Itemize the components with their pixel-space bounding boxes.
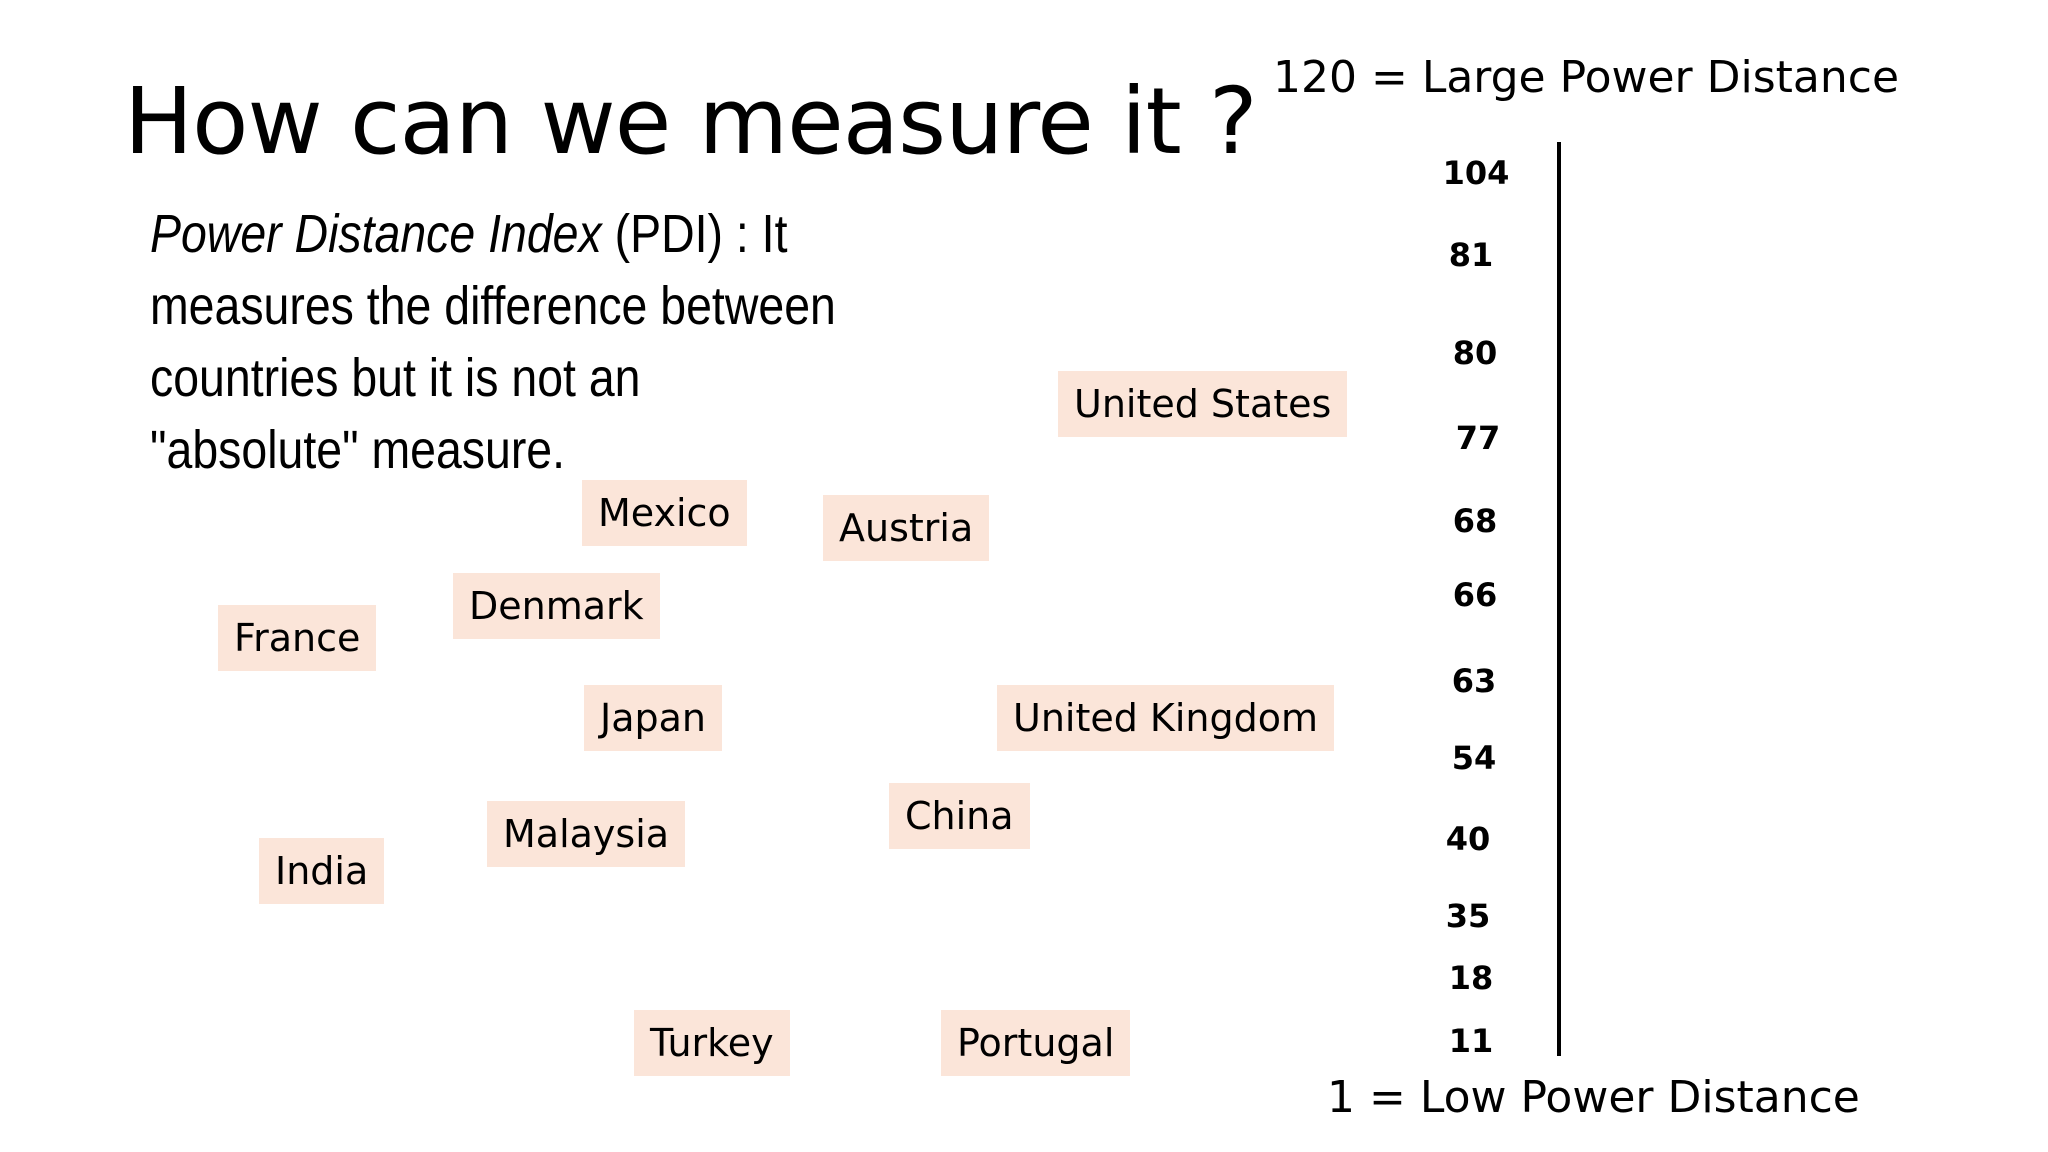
country-card-france[interactable]: France	[218, 605, 377, 671]
scale-tick: 66	[1452, 576, 1498, 614]
country-card-india[interactable]: India	[259, 838, 385, 904]
scale-top-label: 120 = Large Power Distance	[1273, 52, 1900, 103]
scale-tick: 18	[1448, 959, 1494, 997]
scale-bottom-label: 1 = Low Power Distance	[1327, 1072, 1860, 1123]
scale-tick: 80	[1452, 334, 1498, 372]
scale-tick: 77	[1455, 419, 1501, 457]
scale-tick: 35	[1445, 897, 1491, 935]
country-card-china[interactable]: China	[889, 783, 1030, 849]
slide-title: How can we measure it ?	[124, 68, 1258, 175]
country-card-japan[interactable]: Japan	[584, 685, 722, 751]
scale-tick: 11	[1448, 1022, 1494, 1060]
scale-axis-line	[1557, 142, 1561, 1056]
definition-body: (PDI) : It measures the difference betwe…	[150, 204, 836, 480]
country-card-mexico[interactable]: Mexico	[582, 480, 747, 546]
country-card-malaysia[interactable]: Malaysia	[487, 801, 686, 867]
country-card-united-kingdom[interactable]: United Kingdom	[997, 685, 1335, 751]
country-card-turkey[interactable]: Turkey	[634, 1010, 790, 1076]
country-card-austria[interactable]: Austria	[823, 495, 990, 561]
scale-tick: 81	[1448, 236, 1494, 274]
country-card-portugal[interactable]: Portugal	[941, 1010, 1131, 1076]
definition-term: Power Distance Index	[150, 204, 602, 264]
scale-tick: 40	[1445, 820, 1491, 858]
scale-tick: 54	[1451, 739, 1497, 777]
definition-text: Power Distance Index (PDI) : It measures…	[150, 198, 855, 486]
scale-tick: 104	[1442, 154, 1510, 192]
scale-tick: 68	[1452, 502, 1498, 540]
country-card-united-states[interactable]: United States	[1058, 371, 1348, 437]
scale-tick: 63	[1451, 662, 1497, 700]
country-card-denmark[interactable]: Denmark	[453, 573, 660, 639]
